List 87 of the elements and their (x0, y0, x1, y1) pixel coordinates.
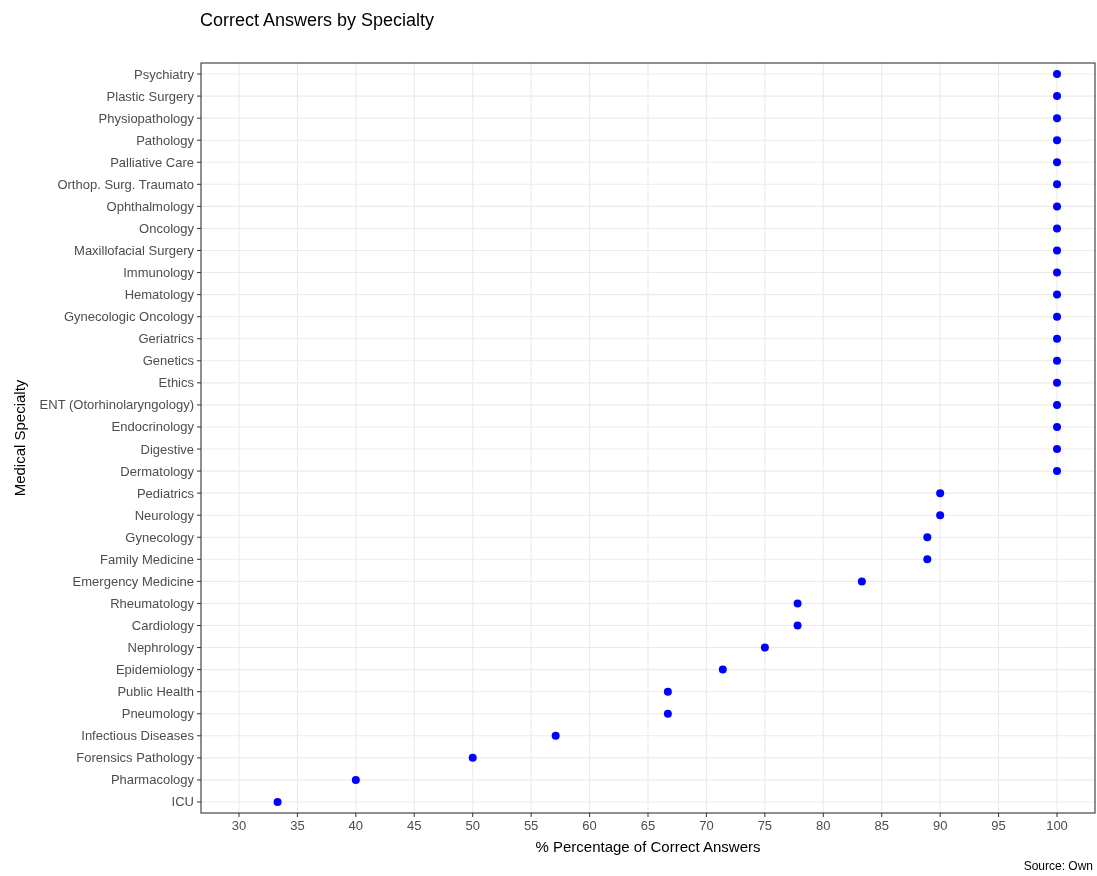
point (1053, 268, 1062, 277)
y-tick-label: Ophthalmology (106, 198, 195, 214)
point (273, 797, 282, 806)
point (760, 643, 769, 652)
y-tick-label: Geriatrics (138, 331, 195, 347)
x-axis-title: % Percentage of Correct Answers (535, 838, 761, 855)
point (1053, 378, 1062, 387)
point (1053, 180, 1062, 189)
x-tick-label: 30 (231, 818, 247, 833)
point (793, 621, 802, 630)
point (1053, 445, 1062, 454)
point (936, 489, 945, 498)
y-tick-label: Infectious Diseases (81, 728, 195, 744)
y-tick-label: Family Medicine (100, 551, 194, 567)
x-tick-label: 90 (932, 818, 948, 833)
chart-title: Correct Answers by Specialty (200, 10, 435, 30)
y-tick-label: Pathology (136, 132, 195, 148)
point (923, 555, 932, 564)
y-tick-label: Digestive (140, 441, 194, 457)
y-tick-label: Hematology (124, 287, 195, 303)
point (1053, 246, 1062, 255)
x-tick-label: 80 (816, 818, 831, 833)
point (663, 687, 672, 696)
x-tick-label: 100 (1046, 818, 1068, 833)
point (1053, 202, 1062, 211)
y-tick-label: Pediatrics (136, 485, 195, 501)
point (1053, 136, 1062, 145)
y-tick-label: Oncology (139, 220, 195, 236)
point (1053, 312, 1062, 321)
y-tick-label: Plastic Surgery (106, 88, 195, 104)
point (1053, 422, 1062, 431)
point (923, 533, 932, 542)
y-tick-label: Forensics Pathology (76, 750, 195, 766)
x-tick-label: 50 (465, 818, 480, 833)
x-tick-label: 85 (874, 818, 889, 833)
point (1053, 356, 1062, 365)
point (857, 577, 866, 586)
y-tick-label: Maxillofacial Surgery (74, 243, 195, 258)
point (663, 709, 672, 718)
y-tick-label: Pharmacology (110, 772, 195, 788)
point (551, 731, 560, 740)
y-tick-label: Public Health (117, 684, 194, 700)
point (1053, 400, 1062, 409)
x-tick-label: 70 (699, 818, 714, 833)
point (1053, 334, 1062, 343)
source-note: Source: Own (1023, 859, 1093, 873)
x-tick-label: 45 (407, 818, 422, 833)
y-tick-label: Pneumology (121, 706, 195, 722)
point (1053, 290, 1062, 299)
point (1053, 158, 1062, 167)
point (1053, 224, 1062, 233)
y-axis-title: Medical Specialty (11, 379, 28, 497)
y-tick-label: Orthop. Surg. Traumato (57, 176, 194, 192)
y-tick-label: Gynecology (125, 529, 195, 545)
y-tick-label: Endocrinology (111, 419, 195, 435)
y-tick-label: Cardiology (131, 618, 195, 633)
y-tick-label: Genetics (142, 353, 195, 369)
point (1053, 114, 1062, 123)
y-tick-label: Rheumatology (110, 595, 195, 611)
x-tick-label: 60 (582, 818, 597, 833)
point (351, 775, 360, 784)
x-tick-label: 35 (290, 818, 305, 833)
x-tick-label: 75 (757, 818, 773, 833)
y-tick-label: Nephrology (127, 640, 195, 656)
y-tick-label: Psychiatry (134, 66, 195, 82)
y-tick-label: Physiopathology (98, 110, 195, 126)
point (793, 599, 802, 608)
y-tick-label: Ethics (158, 375, 195, 391)
y-tick-label: Gynecologic Oncology (63, 309, 195, 325)
point (1053, 467, 1062, 476)
point (718, 665, 727, 674)
y-tick-label: Immunology (123, 265, 195, 281)
x-tick-label: 40 (348, 818, 364, 833)
x-tick-label: 55 (523, 818, 539, 833)
point (1053, 92, 1062, 101)
y-tick-label: Dermatology (120, 463, 195, 479)
y-tick-label: Palliative Care (110, 154, 194, 170)
y-tick-label: Neurology (134, 507, 195, 523)
y-tick-label: Epidemiology (115, 662, 195, 678)
point (468, 753, 477, 762)
y-tick-label: ENT (Otorhinolaryngology) (39, 397, 194, 413)
point (936, 511, 945, 520)
y-tick-label: Emergency Medicine (72, 573, 194, 589)
point (1053, 70, 1062, 79)
y-tick-label: ICU (171, 794, 194, 810)
x-tick-label: 95 (991, 818, 1006, 833)
x-tick-label: 65 (640, 818, 656, 833)
